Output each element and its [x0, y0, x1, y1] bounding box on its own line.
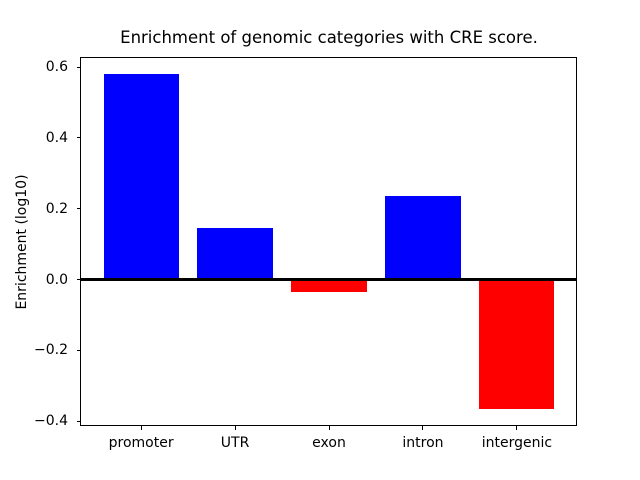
x-tick-mark [140, 426, 142, 430]
x-tick-mark [516, 426, 518, 430]
x-tick-label-UTR: UTR [220, 435, 250, 451]
y-tick-label: −0.2 [34, 342, 68, 359]
x-tick-label-promoter: promoter [108, 435, 174, 451]
x-tick-label-intergenic: intergenic [481, 435, 553, 451]
x-tick-mark [422, 426, 424, 430]
x-tick-mark [328, 426, 330, 430]
y-tick-mark [77, 137, 81, 139]
y-tick-label: 0.2 [45, 200, 68, 217]
x-tick-mark [234, 426, 236, 430]
y-tick-mark [77, 279, 81, 280]
x-tick-label-exon: exon [312, 435, 346, 451]
y-tick-mark [77, 208, 81, 210]
y-axis-label: Enrichment (log10) [14, 174, 30, 310]
chart-title: Enrichment of genomic categories with CR… [120, 28, 538, 47]
y-tick-label: 0.4 [45, 129, 68, 146]
bar-intergenic [479, 279, 555, 409]
y-tick-label: −0.4 [34, 413, 68, 430]
zero-line [81, 278, 577, 281]
y-tick-label: 0.6 [45, 59, 68, 76]
bar-intron [385, 196, 461, 280]
bar-UTR [197, 228, 273, 280]
y-tick-label: 0.0 [45, 271, 68, 288]
plot-area [80, 57, 577, 426]
y-tick-mark [77, 66, 81, 68]
bar-promoter [103, 74, 179, 280]
y-tick-mark [77, 349, 81, 351]
x-tick-label-intron: intron [402, 435, 444, 451]
y-tick-mark [77, 420, 81, 422]
bar-exon [291, 279, 367, 292]
